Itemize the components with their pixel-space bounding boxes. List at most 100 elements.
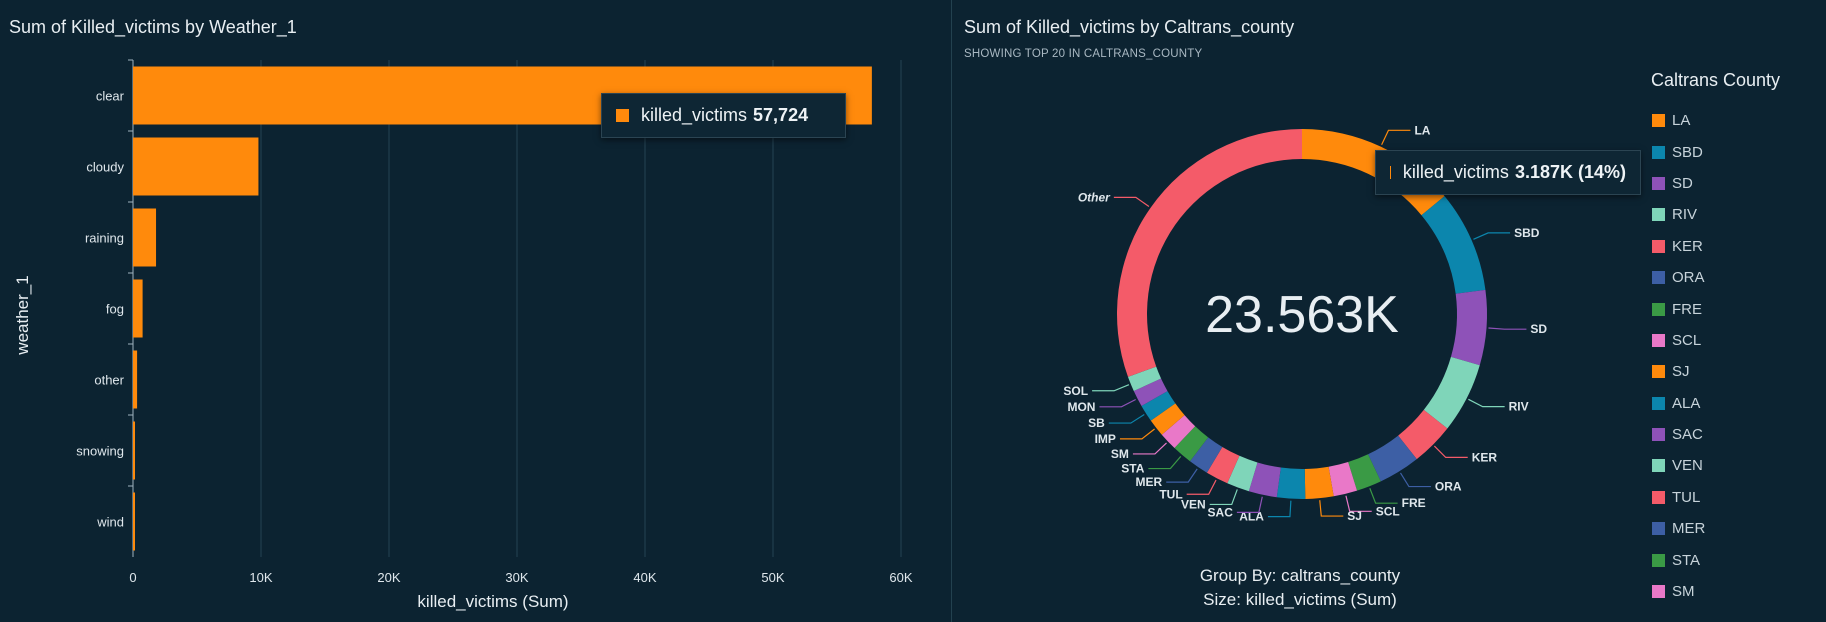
donut-slice [1190, 437, 1223, 473]
donut-slice [1127, 366, 1162, 392]
donut-labels: LASBDSDRIVKERORAFRESCLSJALASACVENTULMERS… [1063, 123, 1547, 523]
legend-item[interactable]: SBD [1651, 136, 1821, 167]
donut-slice [1328, 461, 1358, 497]
x-tick-label: 30K [505, 570, 528, 585]
legend-swatch [1652, 585, 1665, 599]
slice-label: SOL [1063, 384, 1088, 398]
donut-chart-subtitle: SHOWING TOP 20 IN CALTRANS_COUNTY [964, 48, 1203, 60]
slice-leader-line [1209, 489, 1238, 506]
bar-chart-title: Sum of Killed_victims by Weather_1 [9, 17, 297, 37]
donut-slice [1450, 289, 1487, 366]
legend-label: SJ [1672, 363, 1690, 381]
slice-leader-line [1488, 327, 1527, 330]
legend-item[interactable]: LA [1651, 105, 1821, 136]
slice-label: TUL [1159, 487, 1182, 501]
slice-leader-line [1132, 442, 1167, 455]
donut-tooltip: killed_victims 3.187K (14%) [1375, 150, 1641, 195]
legend-label: SBD [1672, 143, 1703, 161]
legend-swatch [1652, 365, 1665, 379]
legend-item[interactable]: MER [1651, 513, 1821, 544]
legend-label: SAC [1672, 426, 1703, 444]
panel-divider [951, 0, 952, 622]
legend-item[interactable]: RIV [1651, 199, 1821, 230]
legend-title: Caltrans County [1651, 70, 1781, 90]
slice-label: Other [1078, 190, 1111, 204]
donut-slice [1206, 446, 1240, 484]
donut-tooltip-label: killed_victims [1402, 162, 1509, 182]
donut-slice [1150, 403, 1185, 435]
legend-item[interactable]: SJ [1651, 356, 1821, 387]
legend-item[interactable]: SAC [1651, 419, 1821, 450]
slice-leader-line [1236, 496, 1263, 513]
donut-slice [1174, 426, 1209, 462]
donut-slice [1348, 454, 1381, 491]
slice-leader-line [1186, 479, 1217, 495]
slice-label: SB [1088, 416, 1105, 430]
slice-label: ALA [1239, 510, 1264, 524]
slice-label: MON [1067, 400, 1095, 414]
legend-swatch [1652, 333, 1665, 347]
x-tick-label: 60K [889, 570, 912, 585]
legend-swatch [1652, 396, 1665, 410]
legend-label: FRE [1672, 300, 1702, 318]
legend-label: MER [1672, 520, 1706, 538]
slice-label: RIV [1509, 400, 1529, 414]
donut-chart-panel: Sum of Killed_victims by Caltrans_county… [952, 0, 1826, 622]
bar-tooltip-value: 57,724 [753, 105, 809, 125]
legend-item[interactable]: TUL [1651, 482, 1821, 513]
slice-leader-line [1113, 196, 1150, 208]
slice-label: SCL [1376, 504, 1400, 518]
x-tick-label: 10K [249, 570, 272, 585]
slice-leader-line [1319, 500, 1344, 517]
donut-slice [1304, 466, 1334, 499]
slice-leader-line [1099, 398, 1136, 408]
donut-slice [1276, 467, 1306, 500]
bar [133, 421, 135, 480]
legend-item[interactable]: KER [1651, 231, 1821, 262]
legend-item[interactable]: VEN [1651, 450, 1821, 481]
x-tick-label: 50K [761, 570, 784, 585]
slice-leader-line [1119, 428, 1155, 440]
slice-leader-line [1433, 445, 1468, 458]
donut-footer: Group By: caltrans_county Size: killed_v… [1198, 564, 1402, 612]
y-tick-label: other [94, 373, 124, 388]
tooltip-swatch [1390, 166, 1391, 179]
slice-leader-line [1092, 384, 1130, 392]
group-by-label: Group By: caltrans_county [1199, 566, 1401, 585]
legend-items: LA SBD SD RIV KER ORA FRE SCL SJ ALA SAC VEN TUL MER S… [1651, 105, 1821, 607]
legend-item[interactable]: ALA [1651, 388, 1821, 419]
slice-label: FRE [1402, 496, 1426, 510]
donut-center-value: 23.563K [1205, 286, 1399, 344]
y-tick-label: clear [96, 89, 125, 104]
legend-item[interactable]: FRE [1651, 293, 1821, 324]
slice-leader-line [1267, 500, 1292, 518]
slice-leader-line [1399, 472, 1431, 488]
donut-legend: Caltrans County LA SBD SD RIV KER ORA FRE SCL SJ… [1651, 70, 1821, 607]
legend-item[interactable]: SD [1651, 168, 1821, 199]
legend-item[interactable]: SCL [1651, 325, 1821, 356]
donut-slice [1248, 462, 1281, 498]
legend-swatch [1652, 239, 1665, 253]
bar [133, 208, 157, 267]
donut-slice [1116, 129, 1302, 377]
y-tick-label: raining [85, 231, 124, 246]
legend-swatch [1652, 145, 1665, 159]
donut-slice [1161, 415, 1196, 449]
slice-leader-line [1166, 468, 1198, 483]
legend-label: SD [1672, 174, 1693, 192]
slice-leader-line [1108, 413, 1145, 424]
donut-slice [1421, 196, 1486, 294]
tooltip-swatch [616, 109, 629, 122]
legend-label: KER [1672, 237, 1703, 255]
donut-slice [1141, 391, 1176, 421]
legend-item[interactable]: SM [1651, 576, 1821, 607]
bar-chart: 0 10K 20K 30K 40K 50K 60K clear cloudy raining fog… [13, 59, 913, 611]
legend-swatch [1652, 459, 1665, 473]
legend-label: SCL [1672, 331, 1702, 349]
legend-label: RIV [1672, 206, 1698, 224]
y-tick-label: snowing [76, 444, 124, 459]
legend-item[interactable]: STA [1651, 544, 1821, 575]
slice-leader-line [1381, 129, 1411, 146]
legend-item[interactable]: ORA [1651, 262, 1821, 293]
donut-tooltip-value: 3.187K (14%) [1514, 162, 1626, 182]
